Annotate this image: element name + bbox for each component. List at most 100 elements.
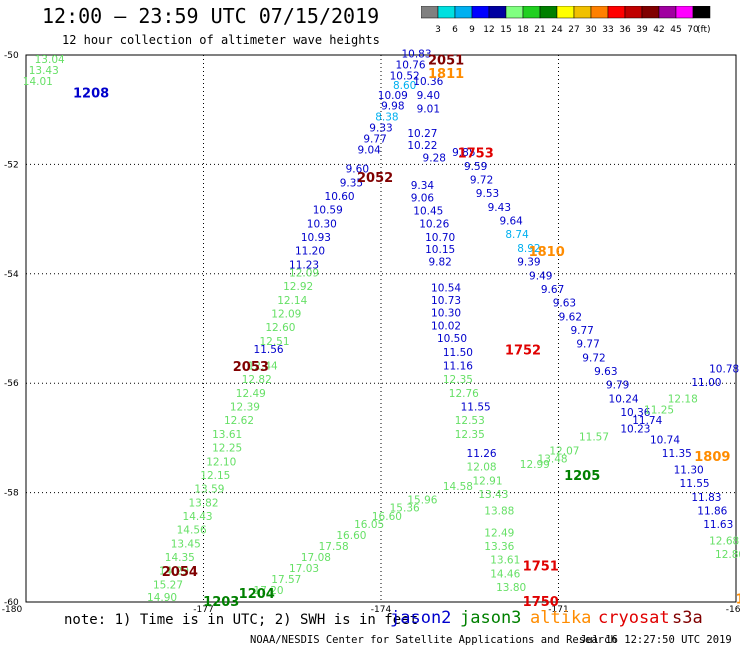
jason2-wave-height-point: 11.16	[443, 361, 473, 373]
jason3-wave-height-point: 12.10	[206, 456, 236, 468]
jason2-wave-height-point: 9.77	[570, 325, 593, 337]
x-tick-label: -171	[548, 605, 568, 615]
scale-tick-label: 12	[483, 25, 494, 35]
jason3-wave-height-point: 13.88	[484, 505, 514, 517]
jason3-wave-height-point: 12.92	[283, 281, 313, 293]
jason3-wave-height-point: 15.96	[407, 495, 437, 507]
pass-time-label: 1203	[203, 595, 239, 610]
scale-tick-label: 39	[636, 25, 648, 35]
jason2-wave-height-point: 11.83	[691, 492, 721, 504]
jason2-wave-height-point: 10.93	[301, 232, 331, 244]
jason2-wave-height-point: 10.45	[413, 206, 443, 218]
jason3-wave-height-point: 12.14	[277, 295, 307, 307]
pass-time-label: 2053	[233, 360, 269, 375]
jason3-wave-height-point: 13.04	[35, 54, 65, 66]
jason2-wave-height-point: 10.76	[396, 60, 426, 72]
jason3-wave-height-point: 11.57	[579, 432, 609, 444]
y-tick-label: -60	[4, 598, 19, 608]
x-tick-label: -180	[2, 605, 23, 615]
jason3-wave-height-point: 17.57	[271, 574, 301, 586]
jason3-wave-height-point: 12.25	[212, 443, 242, 455]
wave-height-map: -180-177-174-171-168-16-50-52-54-56-58-6…	[2, 49, 740, 615]
jason3-wave-height-point: 14.43	[183, 511, 213, 523]
jason3-wave-height-point: 12.62	[224, 415, 254, 427]
jason3-wave-height-point: 12.82	[242, 374, 272, 386]
jason3-wave-height-point: 12.49	[236, 388, 266, 400]
pass-time-label: 1205	[564, 469, 600, 484]
jason2-wave-height-point: 9.62	[559, 311, 582, 323]
jason2-wave-height-point: 9.67	[541, 284, 564, 296]
jason2-wave-height-point: 10.24	[609, 393, 639, 405]
pass-time-label: 2051	[428, 53, 464, 68]
scale-tick-label: 15	[500, 25, 511, 35]
jason2-wave-height-point: 10.73	[431, 295, 461, 307]
jason2-wave-height-point: 11.63	[703, 519, 733, 531]
jason2-wave-height-point: 9.63	[553, 298, 576, 310]
jason2-wave-height-point: 10.23	[620, 423, 650, 435]
jason2-wave-height-point: 10.74	[650, 434, 680, 446]
jason2-wave-height-point: 9.77	[363, 134, 386, 146]
x-tick-label: -174	[371, 605, 392, 615]
page-title: 12:00 – 23:59 UTC 07/15/2019	[42, 4, 380, 28]
y-tick-label: -50	[4, 51, 19, 61]
jason3-wave-height-point: 12.91	[472, 475, 502, 487]
jason3-wave-height-point: 12.39	[230, 402, 260, 414]
jason2-wave-height-point: 11.86	[697, 505, 727, 517]
jason2-wave-height-point: 9.79	[606, 380, 629, 392]
jason3-wave-height-point: 17.58	[319, 541, 349, 553]
jason3-wave-height-point: 13.82	[188, 497, 218, 509]
y-tick-label: -58	[4, 489, 19, 499]
y-tick-label: -52	[4, 160, 19, 170]
jason2-wave-height-point: 11.55	[461, 402, 491, 414]
jason2-wave-height-point: 9.35	[340, 177, 363, 189]
jason3-wave-height-point: 12.51	[259, 336, 289, 348]
scale-tick-label: 70	[687, 25, 699, 35]
scale-tick-label: 27	[568, 25, 579, 35]
pass-time-label: 1753	[458, 146, 494, 161]
page-subtitle: 12 hour collection of altimeter wave hei…	[62, 33, 380, 47]
jason2-wave-height-point: 10.22	[407, 140, 437, 152]
jason2-wave-height-point: 10.36	[620, 407, 650, 419]
jason2-wave-height-point: 9.63	[594, 366, 617, 378]
scale-tick-label: 24	[551, 25, 563, 35]
jason3-wave-height-point: 12.99	[520, 459, 550, 471]
jason3-wave-height-point: 13.61	[490, 555, 520, 567]
jason3-wave-height-point: 10.78	[709, 363, 739, 375]
pass-time-label: 2052	[357, 171, 393, 186]
jason2-wave-height-point: 9.33	[369, 123, 392, 135]
jason3-wave-height-point: 14.56	[177, 525, 207, 537]
jason2-wave-height-point: 11.26	[467, 448, 497, 460]
scale-tick-label: 3	[435, 25, 441, 35]
jason3-wave-height-point: 12.35	[443, 374, 473, 386]
jason3-wave-height-point: 14.58	[443, 481, 473, 493]
color-swatch	[692, 6, 711, 19]
jason3-wave-height-point: 12.53	[455, 415, 485, 427]
x-tick-label: -177	[193, 605, 213, 615]
jason2-wave-height-point: 11.50	[443, 347, 473, 359]
jason2-wave-height-point: 9.43	[488, 202, 511, 214]
jason2-wave-height-point: 9.53	[476, 188, 499, 200]
jason2-wave-height-point: 10.30	[431, 307, 461, 319]
jason3-wave-height-point: 13.59	[194, 484, 224, 496]
jason2-wave-height-point: 9.34	[411, 180, 435, 192]
scale-tick-label: 42	[653, 25, 664, 35]
scale-tick-label: 36	[619, 25, 631, 35]
jason3-wave-height-point: 13.45	[171, 538, 201, 550]
generated-time: Jul 16 12:27:50 UTC 2019	[580, 634, 732, 646]
data-points: 10.8310.7610.528.6010.099.988.389.339.77…	[23, 49, 740, 604]
jason3-wave-height-point: 14.90	[147, 592, 177, 604]
pass-time-label: 1808	[736, 592, 740, 607]
jason3-wave-height-point: 14.46	[490, 568, 520, 580]
scale-tick-label: 33	[602, 25, 613, 35]
satellite-legend-altika: altika	[530, 608, 592, 628]
jason2-wave-height-point: 9.82	[428, 257, 451, 269]
jason2-wave-height-point: 9.39	[517, 257, 540, 269]
jason3-wave-height-point: 16.05	[354, 519, 384, 531]
jason3-wave-height-point: 12.60	[265, 322, 295, 334]
jason2-wave-height-point: 9.72	[470, 175, 493, 187]
jason2-wave-height-point: 10.60	[325, 191, 355, 203]
y-tick-label: -54	[4, 270, 19, 280]
jason2-wave-height-point: 8.60	[393, 80, 416, 92]
jason2-wave-height-point: 9.01	[417, 103, 440, 115]
jason3-wave-height-point: 17.03	[289, 563, 319, 575]
